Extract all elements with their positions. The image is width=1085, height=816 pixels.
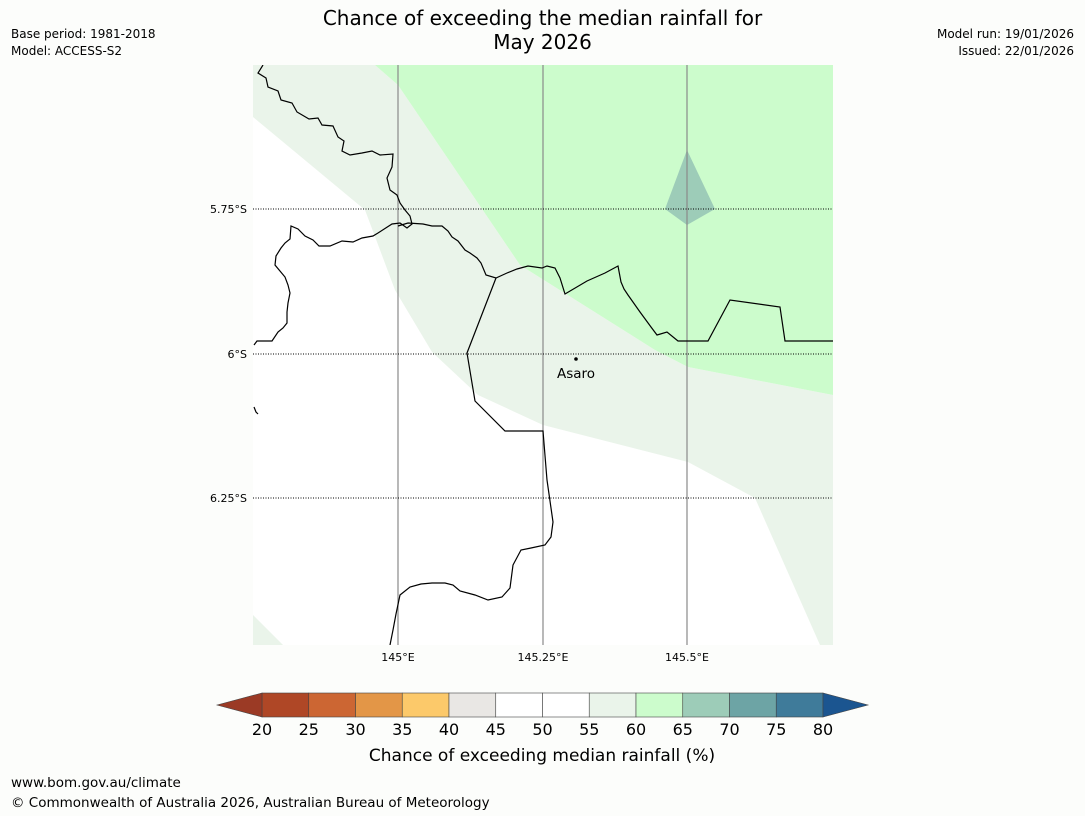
colorbar-tick-65: 65 <box>673 720 693 739</box>
colorbar-segment-40-45 <box>448 692 497 718</box>
province-borders <box>253 65 833 645</box>
colorbar-segment-45-50 <box>495 692 543 718</box>
lon-label-145-5: 145.5°E <box>665 651 709 664</box>
chart-title: Chance of exceeding the median rainfall … <box>0 6 1085 54</box>
colorbar-segment-75-80 <box>775 692 824 718</box>
colorbar-tick-75: 75 <box>766 720 786 739</box>
colorbar-segment-25-30 <box>308 692 356 718</box>
colorbar-tick-80: 80 <box>813 720 833 739</box>
lat-label-6-25: 6.25°S <box>210 492 247 505</box>
lat-label-5-75: 5.75°S <box>210 203 247 216</box>
colorbar-over-arrow <box>822 692 870 718</box>
colorbar-tick-60: 60 <box>626 720 646 739</box>
colorbar-segment-20-25 <box>261 692 310 718</box>
colorbar-tick-40: 40 <box>439 720 459 739</box>
rain-probability-band-65-70 <box>665 150 715 225</box>
map: Asaro 5.75°S 6°S 6.25°S 145°E 145.25°E 1… <box>210 65 833 664</box>
colorbar-tick-50: 50 <box>532 720 552 739</box>
province-border-fragment <box>253 406 259 415</box>
colorbar-tick-70: 70 <box>719 720 739 739</box>
town-label-asaro: Asaro <box>557 366 595 382</box>
colorbar-segment-30-35 <box>355 692 403 718</box>
colorbar-title: Chance of exceeding median rainfall (%) <box>369 746 715 766</box>
model-text: Model: ACCESS-S2 <box>11 44 123 58</box>
colorbar-under-arrow <box>215 692 263 718</box>
colorbar-segment-55-60 <box>588 692 637 718</box>
colorbar-tick-20: 20 <box>252 720 272 739</box>
asaro-marker <box>574 357 578 361</box>
title-line-2: May 2026 <box>493 30 592 54</box>
province-border-east <box>397 222 833 342</box>
rain-probability-band-55-60-sw <box>253 615 283 645</box>
base-period-text: Base period: 1981-2018 <box>11 27 156 41</box>
colorbar-segment-50-55 <box>542 692 590 718</box>
graticule <box>253 65 833 645</box>
colorbar-tick-55: 55 <box>579 720 599 739</box>
issued-text: Issued: 22/01/2026 <box>958 44 1074 58</box>
colorbar-tick-35: 35 <box>392 720 412 739</box>
meta-right: Model run: 19/01/2026 Issued: 22/01/2026 <box>937 26 1074 60</box>
colorbar-tick-45: 45 <box>486 720 506 739</box>
lon-label-145: 145°E <box>381 651 414 664</box>
colorbar-tick-30: 30 <box>345 720 365 739</box>
model-run-text: Model run: 19/01/2026 <box>936 27 1074 41</box>
colorbar-segment-35-40 <box>401 692 450 718</box>
meta-left: Base period: 1981-2018 Model: ACCESS-S2 <box>11 26 156 60</box>
rain-probability-band-60-65 <box>375 65 833 395</box>
title-line-1: Chance of exceeding the median rainfall … <box>322 6 763 30</box>
footer-copyright: © Commonwealth of Australia 2026, Austra… <box>11 795 490 811</box>
lon-label-145-25: 145.25°E <box>518 651 569 664</box>
lat-label-6: 6°S <box>228 348 247 361</box>
colorbar-segment-70-75 <box>729 692 777 718</box>
colorbar-segment-60-65 <box>635 692 684 718</box>
footer-url[interactable]: www.bom.gov.au/climate <box>11 775 181 791</box>
province-border-north <box>253 65 413 346</box>
colorbar-tick-25: 25 <box>299 720 319 739</box>
province-border-south <box>389 277 554 645</box>
colorbar-segment-65-70 <box>682 692 730 718</box>
